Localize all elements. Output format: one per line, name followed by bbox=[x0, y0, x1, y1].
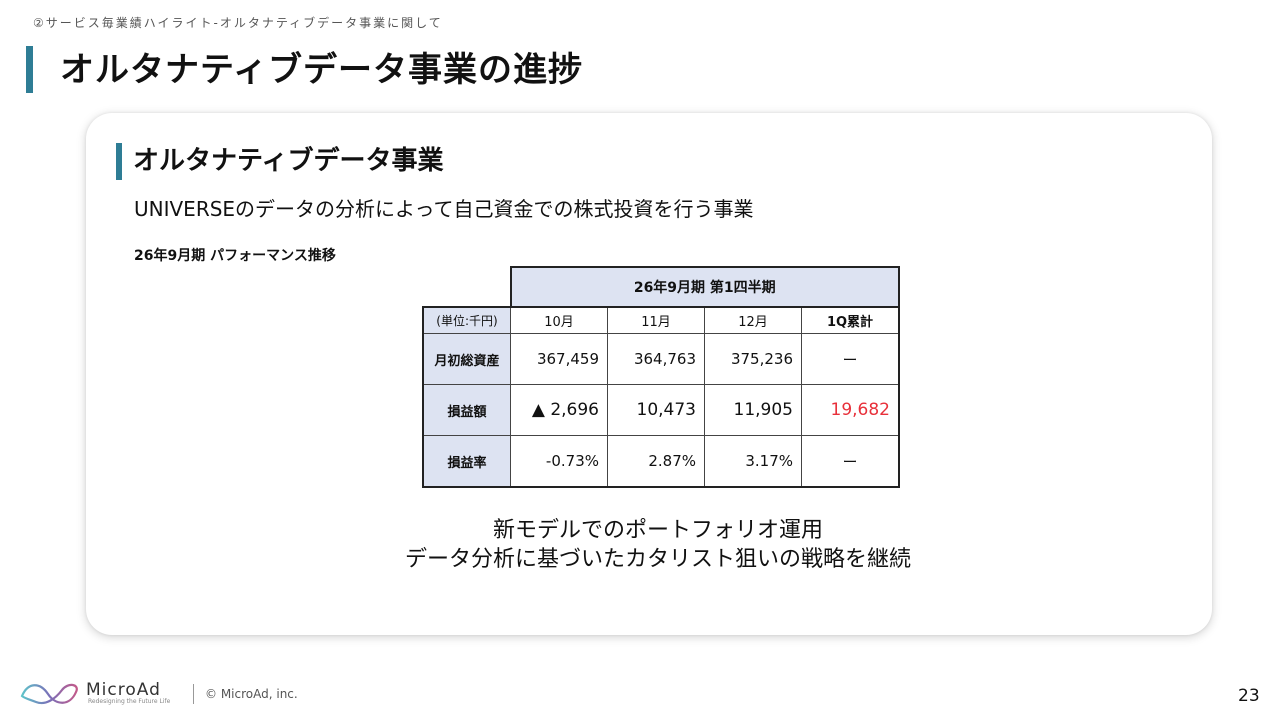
section-title: オルタナティブデータ事業 bbox=[133, 146, 444, 176]
column-header: 10月 bbox=[510, 306, 608, 334]
table-cell: 364,763 bbox=[607, 333, 705, 385]
conclusion-line: 新モデルでのポートフォリオ運用 bbox=[492, 518, 823, 543]
row-label: 損益率 bbox=[422, 435, 511, 488]
table-row: 損益額 ▲ 2,696 10,473 11,905 19,682 bbox=[422, 384, 900, 436]
table-cell: 11,905 bbox=[704, 384, 802, 436]
copyright: © MicroAd, inc. bbox=[205, 687, 298, 701]
table-cell: ー bbox=[801, 333, 900, 385]
column-header: 11月 bbox=[607, 306, 705, 334]
period-header: 26年9月期 第1四半期 bbox=[509, 266, 900, 308]
conclusion-text: 新モデルでのポートフォリオ運用 データ分析に基づいたカタリスト狙いの戦略を継続 bbox=[86, 516, 1230, 574]
conclusion-line: データ分析に基づいたカタリスト狙いの戦略を継続 bbox=[404, 547, 911, 572]
section-description: UNIVERSEのデータの分析によって自己資金での株式投資を行う事業 bbox=[134, 197, 754, 221]
table-cell: 2.87% bbox=[607, 435, 705, 488]
table-cell: 375,236 bbox=[704, 333, 802, 385]
table-row: 損益率 -0.73% 2.87% 3.17% ー bbox=[422, 435, 900, 488]
page-title: オルタナティブデータ事業の進捗 bbox=[60, 50, 583, 90]
microad-infinity-logo-icon bbox=[20, 683, 78, 705]
footer-divider bbox=[193, 684, 194, 704]
column-header: 1Q累計 bbox=[801, 306, 900, 334]
row-label: 月初総資産 bbox=[422, 333, 511, 385]
table-cell: 367,459 bbox=[510, 333, 608, 385]
row-label: 損益額 bbox=[422, 384, 511, 436]
page-number: 23 bbox=[1238, 686, 1260, 706]
table-row: 月初総資産 367,459 364,763 375,236 ー bbox=[422, 333, 900, 385]
title-accent-bar bbox=[26, 46, 33, 93]
table-cell: 10,473 bbox=[607, 384, 705, 436]
table-corner bbox=[423, 267, 512, 308]
column-header: 12月 bbox=[704, 306, 802, 334]
table-cell: 3.17% bbox=[704, 435, 802, 488]
table-cell: -0.73% bbox=[510, 435, 608, 488]
unit-label: (単位:千円) bbox=[422, 306, 511, 334]
performance-label: 26年9月期 パフォーマンス推移 bbox=[134, 248, 336, 264]
breadcrumb: ②サービス毎業績ハイライト-オルタナティブデータ事業に関して bbox=[33, 16, 443, 30]
section-accent-bar bbox=[116, 143, 122, 180]
performance-table: 26年9月期 第1四半期 (単位:千円) 10月 11月 12月 1Q累計 月初… bbox=[422, 266, 900, 488]
table-cell: ー bbox=[801, 435, 900, 488]
logo-wordmark: MicroAd bbox=[86, 680, 161, 700]
logo-tagline: Redesigning the Future Life bbox=[88, 698, 171, 705]
table-cell: ▲ 2,696 bbox=[510, 384, 608, 436]
table-cell-highlight: 19,682 bbox=[801, 384, 900, 436]
